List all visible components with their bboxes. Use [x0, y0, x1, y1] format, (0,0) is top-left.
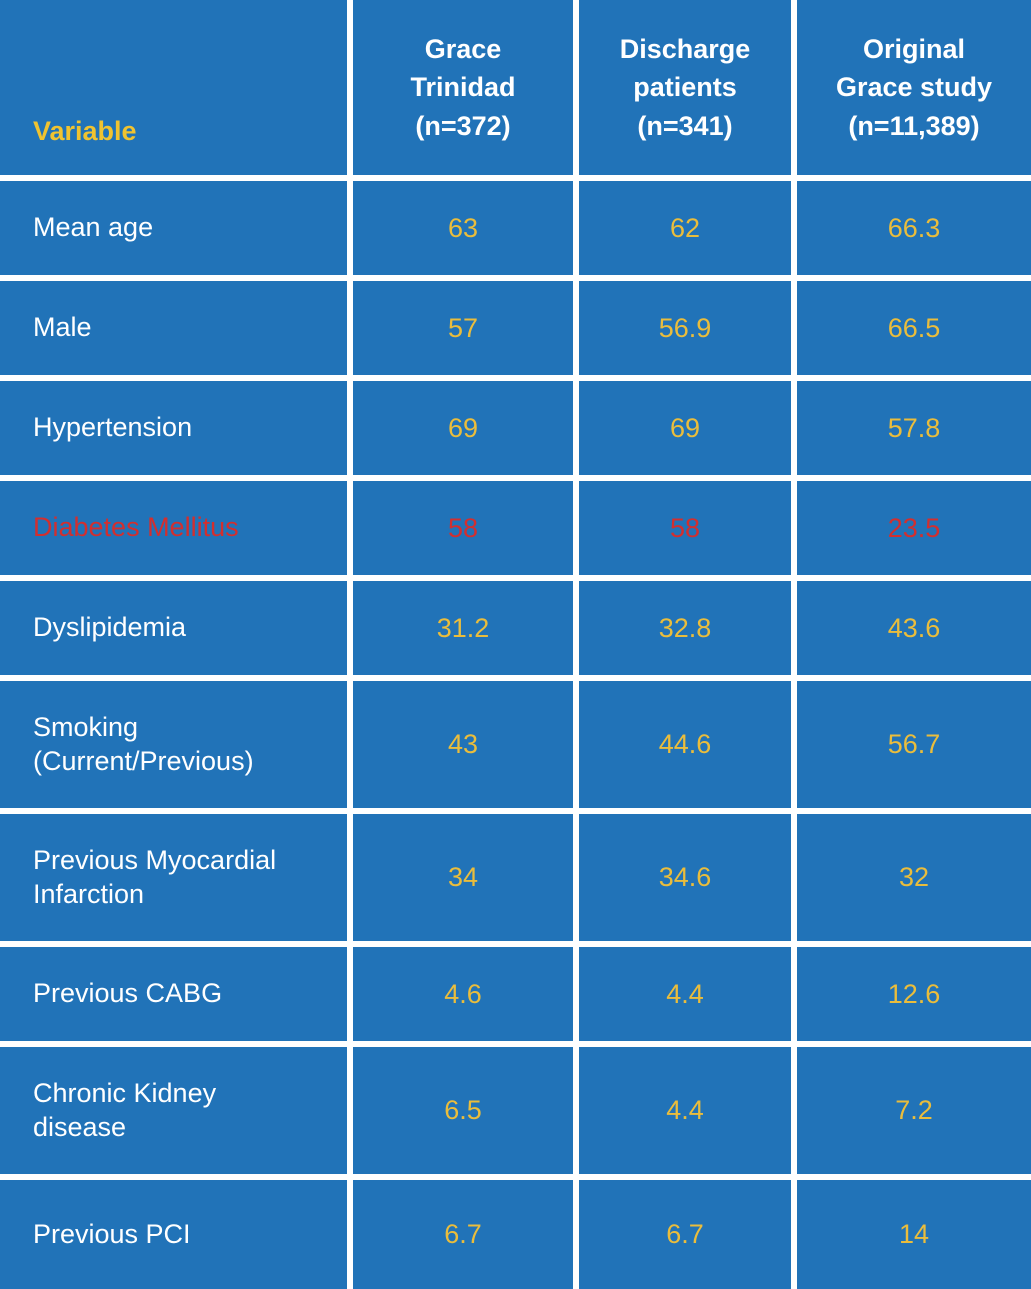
value-cell: 31.2	[347, 575, 579, 681]
header-row: Variable Grace Trinidad (n=372) Discharg…	[0, 0, 1031, 181]
table-row: Hypertension 69 69 57.8	[0, 375, 1031, 481]
row-label: Mean age	[0, 175, 353, 281]
value-cell: 4.4	[573, 941, 797, 1047]
table-row: Diabetes Mellitus 58 58 23.5	[0, 475, 1031, 581]
value-cell: 56.9	[573, 275, 797, 381]
value-cell: 56.7	[791, 675, 1031, 814]
row-label: Hypertension	[0, 375, 353, 481]
row-label: Dyslipidemia	[0, 575, 353, 681]
value-cell: 44.6	[573, 675, 797, 814]
value-cell: 58	[347, 475, 579, 581]
table-row: Previous Myocardial Infarction 34 34.6 32	[0, 808, 1031, 947]
value-cell: 4.4	[573, 1041, 797, 1180]
table-row: Chronic Kidney disease 6.5 4.4 7.2	[0, 1041, 1031, 1180]
row-label: Diabetes Mellitus	[0, 475, 353, 581]
value-cell: 14	[791, 1174, 1031, 1289]
table-body: Mean age 63 62 66.3 Male 57 56.9 66.5 Hypertensi…	[0, 175, 1031, 1289]
value-cell: 69	[347, 375, 579, 481]
value-cell: 66.5	[791, 275, 1031, 381]
row-label: Male	[0, 275, 353, 381]
value-cell: 62	[573, 175, 797, 281]
value-cell: 6.7	[347, 1174, 579, 1289]
value-cell: 12.6	[791, 941, 1031, 1047]
value-cell: 34	[347, 808, 579, 947]
value-cell: 43	[347, 675, 579, 814]
value-cell: 23.5	[791, 475, 1031, 581]
row-label: Previous Myocardial Infarction	[0, 808, 353, 947]
value-cell: 32	[791, 808, 1031, 947]
value-cell: 34.6	[573, 808, 797, 947]
column-header-discharge-patients: Discharge patients (n=341)	[573, 0, 797, 181]
table-row: Smoking (Current/Previous) 43 44.6 56.7	[0, 675, 1031, 814]
table-row: Previous PCI 6.7 6.7 14	[0, 1174, 1031, 1289]
column-header-grace-trinidad: Grace Trinidad (n=372)	[347, 0, 579, 181]
column-header-variable: Variable	[0, 0, 353, 181]
value-cell: 57	[347, 275, 579, 381]
value-cell: 32.8	[573, 575, 797, 681]
value-cell: 66.3	[791, 175, 1031, 281]
row-label: Previous CABG	[0, 941, 353, 1047]
value-cell: 58	[573, 475, 797, 581]
column-header-original-grace-study: Original Grace study (n=11,389)	[791, 0, 1031, 181]
value-cell: 6.7	[573, 1174, 797, 1289]
table-header: Variable Grace Trinidad (n=372) Discharg…	[0, 0, 1031, 181]
value-cell: 7.2	[791, 1041, 1031, 1180]
row-label: Smoking (Current/Previous)	[0, 675, 353, 814]
table-row: Male 57 56.9 66.5	[0, 275, 1031, 381]
table-row: Mean age 63 62 66.3	[0, 175, 1031, 281]
table-row: Previous CABG 4.6 4.4 12.6	[0, 941, 1031, 1047]
value-cell: 6.5	[347, 1041, 579, 1180]
row-label: Chronic Kidney disease	[0, 1041, 353, 1180]
value-cell: 43.6	[791, 575, 1031, 681]
row-label: Previous PCI	[0, 1174, 353, 1289]
value-cell: 57.8	[791, 375, 1031, 481]
value-cell: 63	[347, 175, 579, 281]
table-row: Dyslipidemia 31.2 32.8 43.6	[0, 575, 1031, 681]
value-cell: 4.6	[347, 941, 579, 1047]
value-cell: 69	[573, 375, 797, 481]
